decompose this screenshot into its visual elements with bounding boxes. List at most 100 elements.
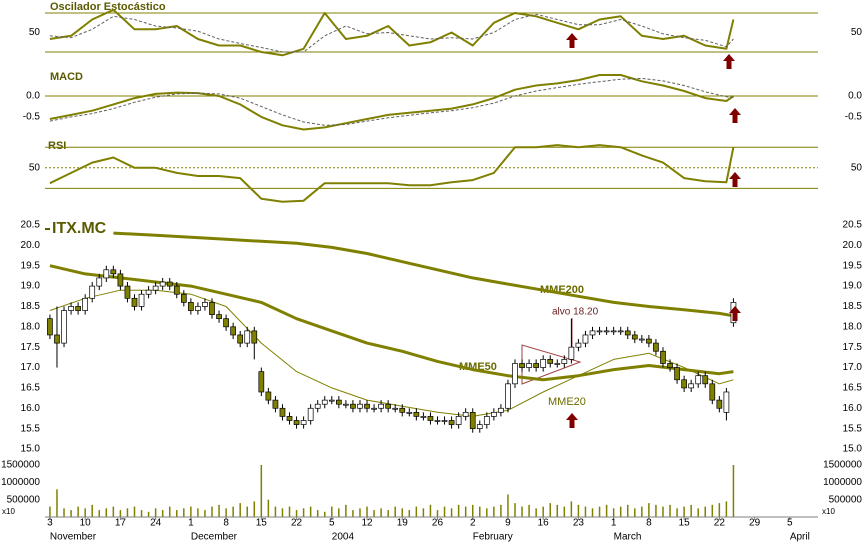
y-tick-label-right: 15.0 <box>843 444 863 455</box>
arrow <box>723 54 735 69</box>
volume-bar <box>197 508 199 517</box>
volume-bar <box>176 510 178 517</box>
volume-bar <box>119 510 122 517</box>
y-tick-label: 15.5 <box>21 423 41 434</box>
candle-body <box>237 334 244 344</box>
volume-bar <box>84 508 86 517</box>
candle-body <box>716 399 723 409</box>
volume-bar <box>471 504 474 517</box>
candle-body <box>554 363 561 365</box>
series-line <box>49 13 734 53</box>
volume-bar <box>500 504 502 517</box>
volume-bar <box>415 506 418 517</box>
candle-body <box>131 297 138 307</box>
volume-bar <box>669 504 671 517</box>
x-tick-label: 22 <box>714 518 726 529</box>
volume-unit: x10 <box>822 507 835 516</box>
x-tick-label: 24 <box>150 518 162 529</box>
y-tick-label-right: 19.0 <box>843 281 863 292</box>
y-tick-label-right: 18.5 <box>843 301 863 312</box>
volume-bar <box>704 506 707 517</box>
x-tick-label: 29 <box>749 518 761 529</box>
y-tick-label: 50 <box>29 27 41 38</box>
candle-body <box>399 407 406 413</box>
volume-bar <box>154 508 157 517</box>
volume-bar <box>204 510 206 517</box>
volume-bar <box>168 506 171 517</box>
volume-bar <box>486 508 488 517</box>
candle-body <box>343 403 349 406</box>
candle-body <box>434 420 441 422</box>
x-tick-label: 8 <box>223 518 229 529</box>
y-tick-label: 0.0 <box>26 91 40 102</box>
candle-body <box>575 342 582 348</box>
y-tick-label-right: -0.5 <box>845 112 863 123</box>
series-line <box>49 264 734 382</box>
volume-bar <box>352 510 354 517</box>
volume-bar <box>732 465 735 517</box>
volume-bar <box>183 508 185 517</box>
volume-bar <box>288 506 291 517</box>
volume-bar <box>605 504 608 517</box>
y-tick-label: 19.0 <box>21 281 41 292</box>
y-tick-label-right: 17.0 <box>843 362 863 373</box>
candle-body <box>568 346 575 360</box>
candle-body <box>61 310 67 344</box>
candle-body <box>695 375 702 385</box>
candle-body <box>202 302 208 307</box>
candle-body <box>54 334 60 344</box>
volume-bar <box>281 508 284 517</box>
y-tick-label-right: 20.0 <box>843 240 863 251</box>
month-label: 2004 <box>332 532 355 543</box>
arrow <box>729 306 741 321</box>
volume-unit: x10 <box>2 507 15 516</box>
volume-bar <box>56 489 58 517</box>
candle-body <box>476 424 483 429</box>
x-tick-label: 2 <box>470 518 476 529</box>
candle-body <box>533 363 539 368</box>
candle-body <box>512 363 518 385</box>
x-tick-label: 17 <box>115 518 127 529</box>
y-tick-label: 19.5 <box>21 260 41 271</box>
candle-body <box>293 420 300 425</box>
y-tick-label-right: 50 <box>851 162 863 173</box>
candle-body <box>420 416 427 418</box>
arrow <box>729 172 741 187</box>
volume-bar <box>598 506 601 517</box>
candle-body <box>265 391 272 401</box>
candle-body <box>631 334 638 340</box>
candle-body <box>110 269 117 275</box>
candle-body <box>385 403 392 409</box>
volume-bar <box>507 494 509 517</box>
volume-tick-label: 500000 <box>7 494 41 505</box>
y-tick-label: 20.0 <box>21 240 41 251</box>
volume-tick-label-right: 1000000 <box>823 477 862 488</box>
candle-body <box>371 407 377 410</box>
candle-body <box>350 403 356 409</box>
volume-bar <box>49 506 51 517</box>
y-tick-label-right: 16.0 <box>843 403 863 414</box>
candle-body <box>709 383 716 401</box>
x-tick-label: 23 <box>573 518 585 529</box>
volume-tick-label: 1500000 <box>1 460 40 471</box>
candle-body <box>244 330 251 344</box>
volume-bar <box>514 503 516 517</box>
volume-bar <box>338 508 340 517</box>
candle-body <box>286 416 293 421</box>
volume-bar <box>436 510 439 517</box>
y-tick-label: 16.0 <box>21 403 41 414</box>
volume-bar <box>373 510 375 517</box>
candle-body <box>589 330 596 336</box>
candle-body <box>681 379 687 389</box>
y-tick-label-right: 20.5 <box>843 220 863 231</box>
candle-body <box>378 403 384 409</box>
volume-bar <box>676 508 678 517</box>
volume-bar <box>535 508 537 517</box>
candle-body <box>688 383 695 389</box>
y-tick-label-right: 15.5 <box>843 423 863 434</box>
candle-body <box>124 285 131 299</box>
series-line <box>49 77 734 126</box>
volume-tick-label-right: 1500000 <box>823 460 862 471</box>
y-tick-label: 20.5 <box>21 220 41 231</box>
